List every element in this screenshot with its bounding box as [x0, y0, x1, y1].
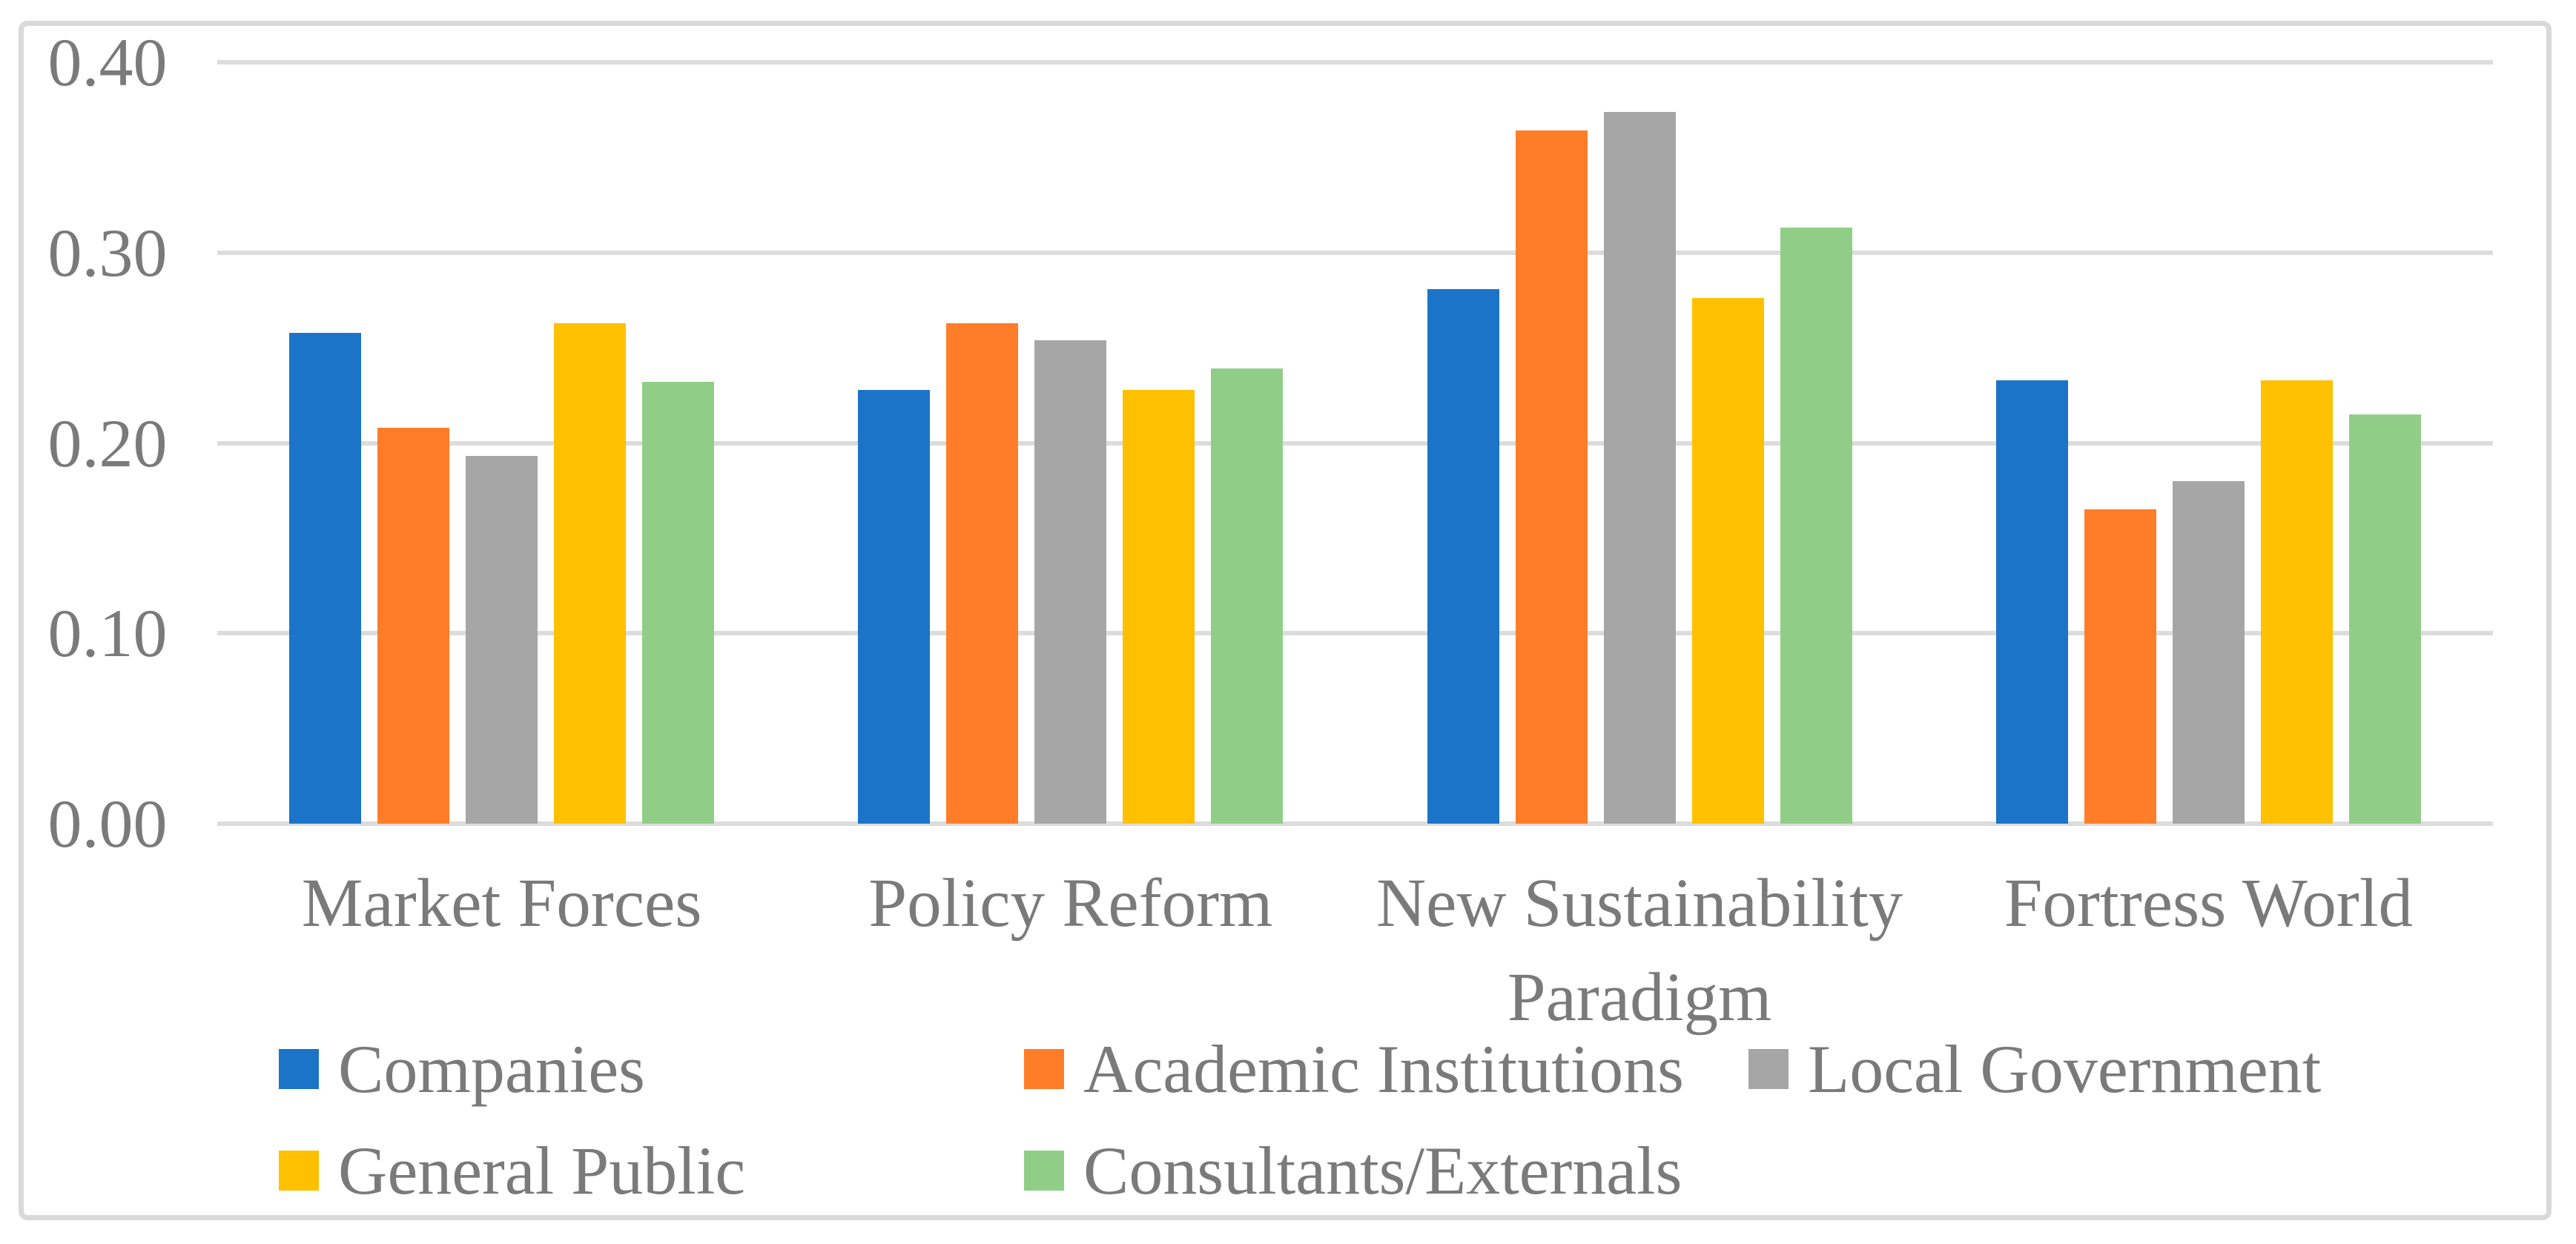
- bar-local-government-market-forces: [466, 456, 538, 824]
- legend-swatch-general-public: [279, 1151, 319, 1191]
- bar-companies-policy-reform: [858, 389, 931, 824]
- y-tick-label-0.20: 0.20: [47, 405, 168, 481]
- gridline-0.40: [217, 60, 2493, 64]
- legend-item-general-public: General Public: [279, 1132, 745, 1209]
- legend-swatch-academic-institutions: [1024, 1049, 1064, 1089]
- x-category-label-market-forces: Market Forces: [301, 865, 702, 942]
- y-tick-label-0.40: 0.40: [47, 24, 168, 100]
- bar-consultants-externals-new-sustainability-paradigm: [1780, 228, 1852, 824]
- bar-companies-fortress-world: [1995, 380, 2068, 824]
- gridline-0.00: [217, 821, 2493, 826]
- bar-academic-institutions-policy-reform: [946, 322, 1019, 824]
- bar-general-public-market-forces: [554, 322, 627, 824]
- bar-academic-institutions-market-forces: [377, 427, 450, 824]
- legend-swatch-consultants-externals: [1024, 1151, 1064, 1191]
- bar-consultants-externals-market-forces: [642, 382, 715, 824]
- bar-consultants-externals-fortress-world: [2348, 414, 2421, 824]
- x-category-label-new-sustainability-paradigm: New Sustainability Paradigm: [1375, 865, 1903, 1036]
- legend-label-local-government: Local Government: [1808, 1031, 2322, 1107]
- legend-label-companies: Companies: [338, 1031, 645, 1107]
- bar-academic-institutions-new-sustainability-paradigm: [1515, 130, 1588, 824]
- legend-label-consultants-externals: Consultants/Externals: [1083, 1133, 1682, 1208]
- bar-general-public-fortress-world: [2260, 380, 2333, 824]
- bar-academic-institutions-fortress-world: [2084, 509, 2156, 824]
- y-tick-label-0.10: 0.10: [47, 595, 168, 672]
- bar-general-public-new-sustainability-paradigm: [1691, 298, 1764, 824]
- y-tick-label-0.00: 0.00: [47, 786, 168, 861]
- legend-swatch-companies: [279, 1049, 319, 1089]
- bar-general-public-policy-reform: [1123, 389, 1195, 824]
- x-category-label-policy-reform: Policy Reform: [868, 865, 1273, 942]
- bar-companies-market-forces: [289, 332, 362, 824]
- gridline-0.20: [217, 440, 2493, 446]
- legend-swatch-local-government: [1748, 1049, 1789, 1089]
- bar-companies-new-sustainability-paradigm: [1427, 288, 1499, 824]
- y-tick-label-0.30: 0.30: [47, 214, 168, 291]
- legend-item-companies: Companies: [279, 1030, 645, 1108]
- x-category-label-fortress-world: Fortress World: [2004, 865, 2414, 942]
- gridline-0.30: [217, 250, 2493, 255]
- bar-local-government-policy-reform: [1034, 340, 1107, 824]
- bar-consultants-externals-policy-reform: [1211, 368, 1284, 824]
- bar-local-government-fortress-world: [2172, 480, 2245, 824]
- bar-local-government-new-sustainability-paradigm: [1603, 111, 1676, 824]
- legend-label-academic-institutions: Academic Institutions: [1083, 1031, 1684, 1107]
- gridline-0.10: [217, 631, 2493, 636]
- legend-item-local-government: Local Government: [1748, 1030, 2321, 1108]
- plot-area: [217, 60, 2493, 826]
- legend-label-general-public: General Public: [338, 1133, 746, 1208]
- legend-item-consultants-externals: Consultants/Externals: [1024, 1132, 1682, 1209]
- legend-item-academic-institutions: Academic Institutions: [1024, 1030, 1684, 1108]
